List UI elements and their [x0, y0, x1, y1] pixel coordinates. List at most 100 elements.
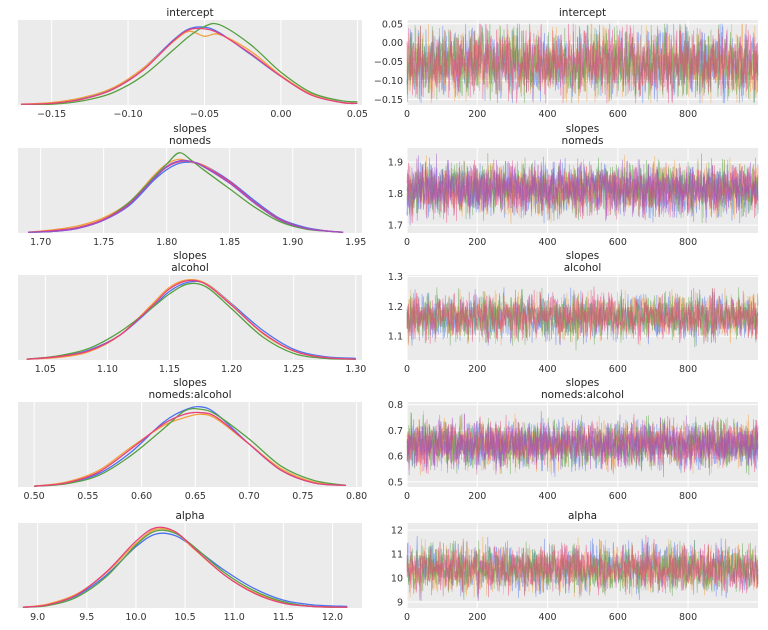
y-tick-label: 0.8: [388, 400, 403, 411]
subplot-title: alpha: [175, 510, 204, 522]
subplot-title: intercept: [559, 7, 606, 19]
x-tick-label: 600: [609, 109, 627, 120]
subplot-background: [18, 523, 362, 608]
x-tick-label: 400: [538, 109, 556, 120]
x-tick-label: 600: [609, 491, 627, 502]
y-tick-label: 1.1: [388, 332, 403, 343]
kde-line-5: [28, 159, 344, 233]
subplot-7: 0.50 0.55 0.60 0.65 0.70 0.75 0.80 slopesnomeds…: [18, 377, 367, 502]
x-tick-label: 9.0: [30, 612, 45, 623]
subplot-title: intercept: [166, 7, 213, 19]
x-tick-label: 1.30: [345, 364, 366, 375]
kde-line-3: [26, 282, 356, 360]
x-tick-label: 10.5: [175, 612, 196, 623]
y-tick-label: 1.9: [388, 158, 403, 169]
subplot-2: 0 200 400 600 800 0.05 0.00 −0.05 −0.10 −0.15 inte…: [374, 7, 759, 120]
kde-line-3: [34, 407, 346, 487]
subplot-title: slopes: [566, 123, 599, 135]
x-tick-label: −0.10: [114, 109, 143, 120]
kde-line-4: [21, 27, 358, 105]
x-tick-label: 0.00: [270, 109, 291, 120]
x-tick-label: 800: [679, 109, 697, 120]
x-tick-label: 0.50: [24, 491, 45, 502]
y-tick-label: 0.05: [382, 19, 403, 30]
x-tick-label: 1.75: [93, 237, 114, 248]
subplot-title: slopes: [566, 377, 599, 389]
kde-line-1: [26, 280, 356, 360]
x-tick-label: 1.10: [97, 364, 118, 375]
x-tick-label: 600: [609, 237, 627, 248]
subplot-title: alpha: [568, 510, 597, 522]
subplot-title: nomeds:alcohol: [541, 389, 624, 401]
trace-line-3: [406, 539, 759, 600]
trace-line-5: [406, 411, 759, 478]
y-tick-label: −0.10: [374, 76, 403, 87]
x-tick-label: −0.15: [37, 109, 66, 120]
x-tick-label: 0.75: [292, 491, 313, 502]
subplot-title: slopes: [173, 123, 206, 135]
x-tick-label: 0.60: [131, 491, 152, 502]
kde-line-4: [26, 279, 356, 360]
subplot-title: alcohol: [564, 262, 602, 274]
kde-line-2: [21, 30, 358, 105]
y-tick-label: 1.3: [388, 272, 403, 283]
x-tick-label: 0: [404, 364, 410, 375]
x-tick-label: 400: [538, 491, 556, 502]
y-tick-label: 0.7: [388, 426, 403, 437]
subplot-background: [18, 402, 362, 487]
subplot-title: nomeds: [169, 135, 211, 147]
subplot-title: alcohol: [171, 262, 209, 274]
trace-line-4: [406, 286, 759, 345]
kde-line-4: [34, 411, 346, 487]
x-tick-label: 1.85: [219, 237, 240, 248]
subplot-title: slopes: [173, 377, 206, 389]
x-tick-label: 800: [679, 612, 697, 623]
kde-line-3: [21, 22, 358, 106]
x-tick-label: 200: [468, 491, 486, 502]
x-tick-label: 10.0: [125, 612, 146, 623]
kde-line-1: [22, 532, 348, 608]
x-tick-label: 1.20: [221, 364, 242, 375]
subplot-title: slopes: [173, 250, 206, 262]
trace-line-4: [406, 23, 759, 104]
x-tick-label: 0.80: [346, 491, 367, 502]
x-tick-label: 12.0: [322, 612, 343, 623]
subplot-title: nomeds:alcohol: [149, 389, 232, 401]
x-tick-label: 0.55: [77, 491, 98, 502]
y-tick-label: 12: [391, 526, 403, 537]
subplot-title: nomeds: [562, 135, 604, 147]
trace-line-5: [406, 153, 759, 226]
trace-line-4: [406, 535, 759, 602]
x-tick-label: 800: [679, 237, 697, 248]
x-tick-label: −0.05: [190, 109, 219, 120]
x-tick-label: 1.05: [35, 364, 56, 375]
x-tick-label: 400: [538, 612, 556, 623]
kde-line-2: [34, 413, 346, 487]
subplot-8: 0 200 400 600 800 0.8 0.7 0.6 0.5 slopesnomeds:al…: [388, 377, 759, 502]
subplot-1: −0.15 −0.10 −0.05 0.00 0.05 intercept: [18, 7, 368, 120]
y-tick-label: −0.15: [374, 95, 403, 106]
x-tick-label: 600: [609, 612, 627, 623]
x-tick-label: 11.5: [273, 612, 294, 623]
subplot-9: 9.0 9.5 10.0 10.5 11.0 11.5 12.0 alpha: [18, 510, 362, 623]
x-tick-label: 200: [468, 109, 486, 120]
y-tick-label: 1.8: [388, 189, 403, 200]
kde-line-4: [22, 526, 348, 608]
y-tick-label: 1.2: [388, 302, 403, 313]
x-tick-label: 0: [404, 109, 410, 120]
subplot-10: 0 200 400 600 800 12 11 10 9 alpha: [391, 510, 759, 623]
y-tick-label: 11: [391, 550, 403, 561]
x-tick-label: 1.90: [282, 237, 303, 248]
y-tick-label: 1.7: [388, 221, 403, 232]
x-tick-label: 0.70: [239, 491, 260, 502]
x-tick-label: 1.80: [156, 237, 177, 248]
x-tick-label: 0: [404, 491, 410, 502]
x-tick-label: 0.65: [185, 491, 206, 502]
y-tick-label: 9: [397, 598, 403, 609]
x-tick-label: 800: [679, 491, 697, 502]
x-tick-label: 9.5: [79, 612, 94, 623]
